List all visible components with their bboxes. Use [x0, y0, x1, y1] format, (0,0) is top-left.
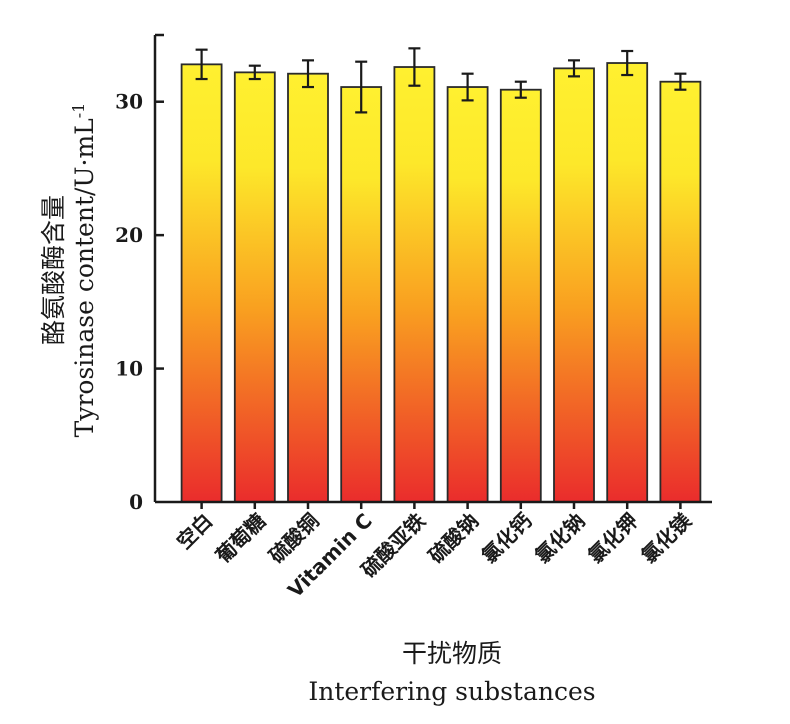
y-axis-label: 酪氨酸酶含量 Tyrosinase content/U·mL-1	[39, 103, 99, 438]
error-bar	[568, 59, 580, 78]
x-tick-label: 氯化钾	[583, 509, 642, 568]
bar	[553, 67, 595, 503]
bars	[180, 62, 702, 503]
error-bar	[621, 49, 634, 77]
x-tick-label: 葡萄糖	[210, 509, 270, 569]
bar	[393, 66, 436, 503]
y-tick-label: 30	[115, 90, 143, 114]
error-bar	[355, 60, 368, 114]
axes	[153, 33, 712, 504]
x-tick-label: 空白	[172, 509, 217, 554]
error-bar	[195, 48, 208, 81]
x-axis-label: 干扰物质 Interfering substances	[308, 639, 595, 706]
y-ticks: 0 10 20 30	[115, 90, 164, 514]
y-tick-label: 20	[115, 223, 143, 247]
error-bar	[302, 59, 314, 89]
error-bars	[195, 47, 687, 114]
bar	[499, 88, 542, 503]
x-tick-label: 氯化钙	[477, 509, 536, 568]
y-axis-label-cn: 酪氨酸酶含量	[39, 195, 68, 345]
y-tick-label: 10	[115, 357, 143, 381]
bar	[446, 86, 489, 503]
error-bar	[674, 72, 687, 91]
x-axis-label-cn: 干扰物质	[402, 639, 502, 668]
x-tick-label: 氯化镁	[637, 509, 696, 568]
x-axis-label-en: Interfering substances	[308, 677, 595, 706]
error-bar	[514, 80, 527, 99]
bar	[606, 62, 649, 503]
error-bar	[461, 72, 474, 102]
error-bar	[408, 47, 421, 87]
y-tick-label: 0	[129, 490, 143, 514]
y-axis-label-en-main: Tyrosinase content/U·mL	[70, 118, 99, 437]
bar	[233, 71, 276, 503]
x-tick-label: 硫酸钠	[424, 509, 483, 568]
y-axis-label-en: Tyrosinase content/U·mL-1	[69, 103, 99, 438]
error-bar	[248, 64, 261, 81]
x-tick-label: 氯化钠	[530, 509, 589, 568]
bar	[180, 63, 223, 503]
bar	[340, 86, 383, 503]
bar	[287, 72, 329, 503]
y-axis-label-en-sup: -1	[69, 103, 88, 119]
bar	[659, 80, 702, 503]
